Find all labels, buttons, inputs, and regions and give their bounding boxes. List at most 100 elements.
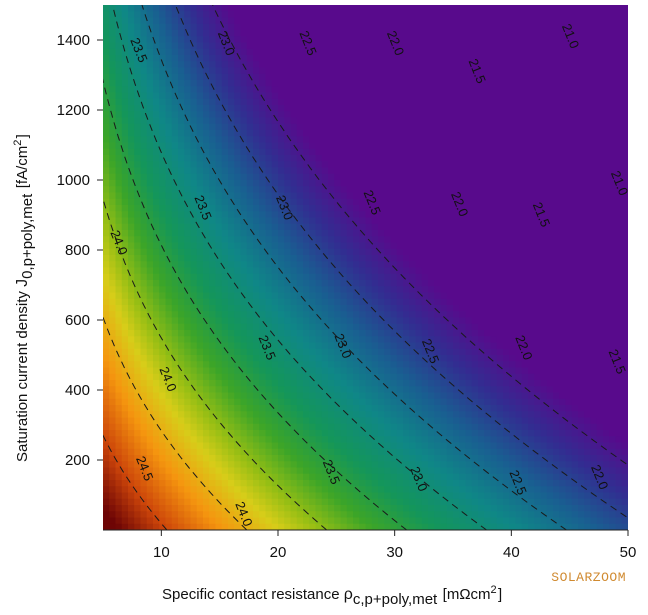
heatmap-cell [240, 136, 248, 144]
heatmap-cell [209, 86, 217, 94]
heatmap-cell [315, 261, 323, 269]
heatmap-cell [459, 30, 467, 37]
heatmap-cell [178, 405, 185, 412]
heatmap-cell [378, 273, 385, 281]
heatmap-cell [209, 280, 217, 287]
heatmap-cell [284, 523, 292, 530]
heatmap-cell [265, 23, 273, 31]
heatmap-cell [390, 523, 398, 530]
heatmap-cell [465, 155, 473, 162]
heatmap-cell [371, 23, 379, 31]
heatmap-cell [253, 280, 260, 287]
heatmap-cell [340, 255, 348, 262]
heatmap-cell [240, 467, 248, 475]
heatmap-cell [159, 180, 167, 187]
heatmap-cell [315, 486, 323, 494]
heatmap-cell [109, 523, 117, 530]
heatmap-cell [209, 405, 217, 412]
heatmap-cell [146, 117, 154, 125]
heatmap-cell [353, 342, 360, 350]
heatmap-cell [359, 98, 367, 106]
heatmap-cell [340, 230, 348, 237]
heatmap-cell [334, 17, 342, 25]
heatmap-cell [315, 317, 323, 325]
heatmap-cell [465, 342, 473, 350]
heatmap-cell [165, 317, 173, 325]
heatmap-cell [428, 5, 435, 12]
heatmap-cell [321, 505, 329, 512]
heatmap-cell [178, 273, 185, 281]
heatmap-cell [128, 173, 135, 181]
heatmap-cell [203, 442, 210, 450]
heatmap-cell [415, 461, 423, 469]
heatmap-cell [203, 392, 210, 400]
heatmap-cell [321, 5, 329, 12]
heatmap-cell [171, 261, 179, 269]
heatmap-cell [209, 355, 217, 362]
heatmap-cell [371, 80, 379, 87]
heatmap-cell [159, 11, 167, 19]
heatmap-cell [271, 392, 279, 400]
heatmap-cell [296, 117, 304, 125]
heatmap-cell [103, 280, 110, 287]
heatmap-cell [290, 180, 298, 187]
heatmap-cell [221, 105, 229, 112]
heatmap-cell [146, 498, 154, 506]
heatmap-cell [121, 423, 129, 431]
heatmap-cell [234, 523, 242, 530]
heatmap-cell [134, 11, 142, 19]
heatmap-cell [390, 380, 398, 387]
heatmap-cell [140, 211, 148, 219]
heatmap-cell [403, 417, 410, 425]
heatmap-cell [459, 80, 467, 87]
heatmap-cell [134, 455, 142, 462]
heatmap-cell [334, 130, 342, 137]
heatmap-cell [178, 386, 185, 394]
heatmap-cell [265, 111, 273, 119]
heatmap-cell [203, 167, 210, 175]
heatmap-cell [446, 392, 454, 400]
heatmap-cell [471, 136, 479, 144]
heatmap-cell [421, 42, 429, 50]
heatmap-cell [371, 367, 379, 375]
heatmap-cell [153, 361, 160, 369]
heatmap-cell [459, 211, 467, 219]
heatmap-cell [165, 167, 173, 175]
heatmap-cell [228, 373, 235, 381]
heatmap-cell [196, 142, 204, 150]
heatmap-cell [359, 255, 367, 262]
heatmap-cell [259, 273, 267, 281]
heatmap-cell [296, 448, 304, 456]
heatmap-cell [265, 492, 273, 500]
heatmap-cell [246, 461, 254, 469]
heatmap-cell [403, 192, 410, 200]
heatmap-cell [290, 380, 298, 387]
heatmap-cell [271, 511, 279, 519]
heatmap-cell [446, 192, 454, 200]
heatmap-cell [159, 373, 167, 381]
heatmap-cell [409, 173, 417, 181]
heatmap-cell [278, 442, 285, 450]
heatmap-cell [446, 30, 454, 37]
heatmap-cell [240, 217, 248, 225]
heatmap-cell [446, 486, 454, 494]
heatmap-cell [459, 86, 467, 94]
heatmap-cell [109, 30, 117, 37]
heatmap-cell [346, 398, 354, 406]
heatmap-cell [259, 336, 267, 344]
heatmap-cell [309, 67, 317, 75]
heatmap-cell [403, 223, 410, 231]
heatmap-cell [246, 142, 254, 150]
heatmap-cell [215, 148, 223, 156]
heatmap-cell [253, 142, 260, 150]
heatmap-cell [340, 73, 348, 81]
heatmap-cell [434, 448, 442, 456]
heatmap-cell [134, 511, 142, 519]
heatmap-cell [278, 373, 285, 381]
heatmap-cell [334, 361, 342, 369]
heatmap-cell [221, 342, 229, 350]
heatmap-cell [415, 105, 423, 112]
heatmap-cell [434, 223, 442, 231]
heatmap-cell [221, 42, 229, 50]
heatmap-cell [259, 123, 267, 131]
